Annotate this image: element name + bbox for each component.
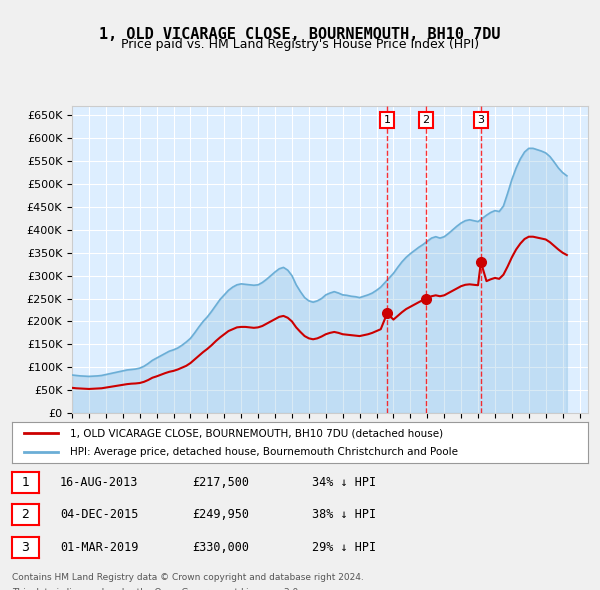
Text: This data is licensed under the Open Government Licence v3.0.: This data is licensed under the Open Gov… <box>12 588 301 590</box>
Text: £217,500: £217,500 <box>192 476 249 489</box>
Text: £330,000: £330,000 <box>192 540 249 554</box>
Text: Contains HM Land Registry data © Crown copyright and database right 2024.: Contains HM Land Registry data © Crown c… <box>12 573 364 582</box>
Text: 2: 2 <box>22 508 29 522</box>
Text: 1, OLD VICARAGE CLOSE, BOURNEMOUTH, BH10 7DU: 1, OLD VICARAGE CLOSE, BOURNEMOUTH, BH10… <box>99 27 501 41</box>
Text: 04-DEC-2015: 04-DEC-2015 <box>60 508 139 522</box>
Text: 16-AUG-2013: 16-AUG-2013 <box>60 476 139 489</box>
Text: Price paid vs. HM Land Registry's House Price Index (HPI): Price paid vs. HM Land Registry's House … <box>121 38 479 51</box>
Text: 1: 1 <box>383 115 391 125</box>
Text: 38% ↓ HPI: 38% ↓ HPI <box>312 508 376 522</box>
Text: £249,950: £249,950 <box>192 508 249 522</box>
Text: 1, OLD VICARAGE CLOSE, BOURNEMOUTH, BH10 7DU (detached house): 1, OLD VICARAGE CLOSE, BOURNEMOUTH, BH10… <box>70 428 443 438</box>
Text: 3: 3 <box>478 115 484 125</box>
Text: 3: 3 <box>22 540 29 554</box>
Text: 34% ↓ HPI: 34% ↓ HPI <box>312 476 376 489</box>
Text: 2: 2 <box>422 115 430 125</box>
Text: 01-MAR-2019: 01-MAR-2019 <box>60 540 139 554</box>
Text: HPI: Average price, detached house, Bournemouth Christchurch and Poole: HPI: Average price, detached house, Bour… <box>70 447 458 457</box>
Text: 29% ↓ HPI: 29% ↓ HPI <box>312 540 376 554</box>
Text: 1: 1 <box>22 476 29 489</box>
